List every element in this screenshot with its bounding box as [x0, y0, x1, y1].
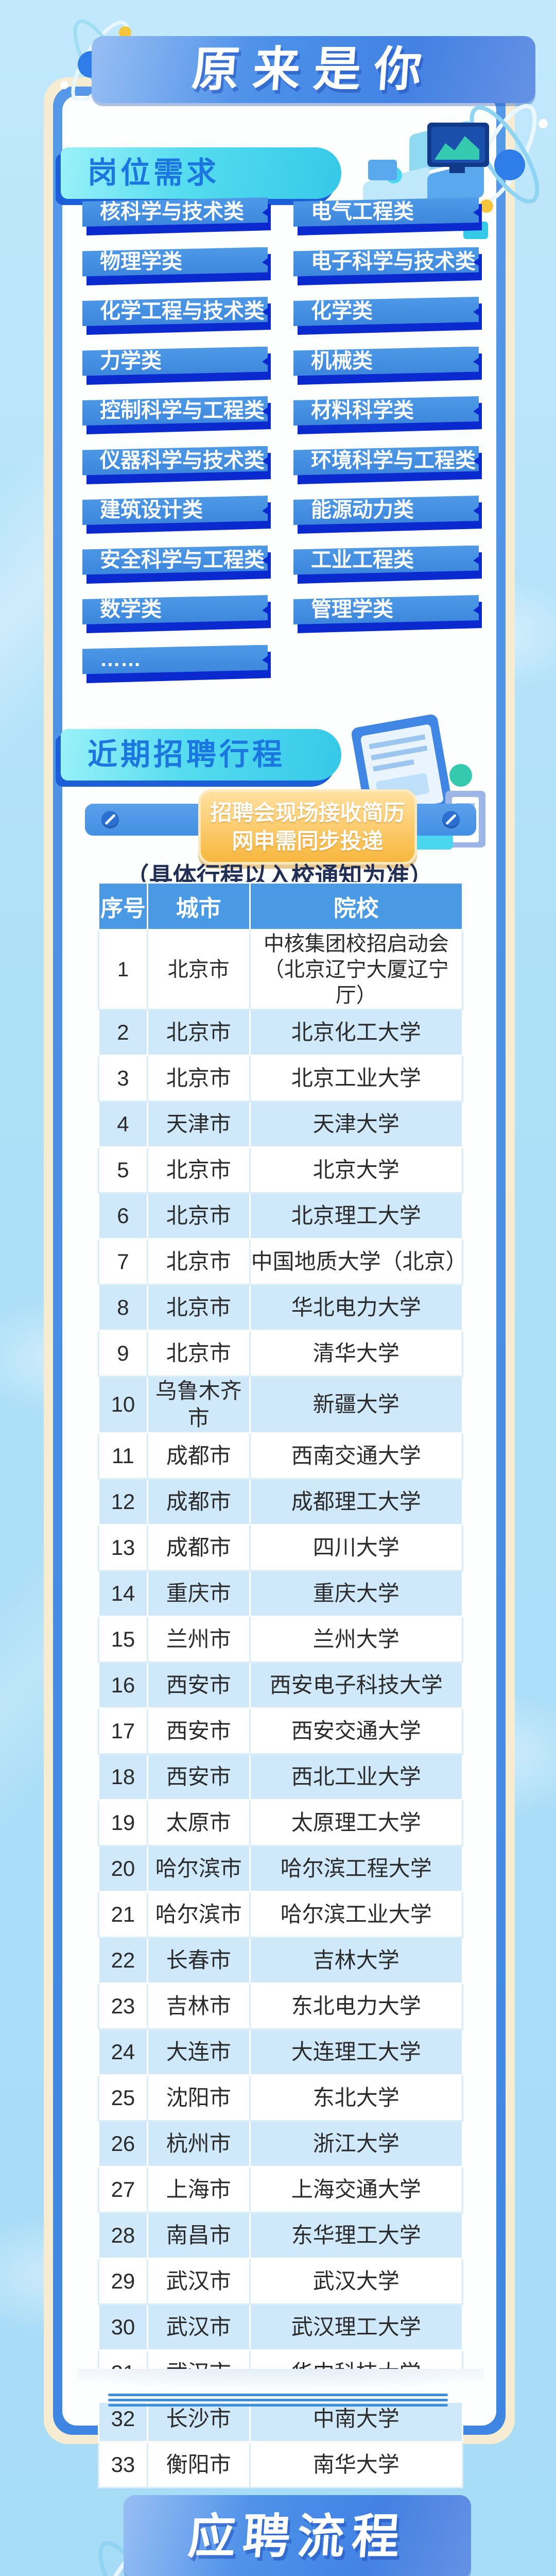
- table-row: 5 北京市 北京大学: [98, 1146, 464, 1194]
- table-column-header: 院校: [249, 882, 464, 930]
- table-row: 23 吉林市 东北电力大学: [98, 1982, 464, 2030]
- table-row: 10 乌鲁木齐市 新疆大学: [98, 1376, 464, 1434]
- job-category-ribbon: 化学工程与技术类: [82, 297, 271, 335]
- table-row: 16 西安市 西安电子科技大学: [98, 1662, 464, 1709]
- screw-icon: [101, 811, 119, 828]
- table-row: 27 上海市 上海交通大学: [98, 2166, 464, 2213]
- job-category-ribbon: 数学类: [82, 595, 271, 633]
- job-category-ribbon: ……: [82, 645, 271, 683]
- table-row: 2 北京市 北京化工大学: [98, 1009, 464, 1056]
- table-row: 33 衡阳市 南华大学: [98, 2441, 464, 2488]
- table-row: 21 哈尔滨市 哈尔滨工业大学: [98, 1891, 464, 1938]
- notice-tab: 招聘会现场接收简历 网申需同步投递: [198, 789, 417, 865]
- job-category-ribbon: 电气工程类: [293, 197, 482, 235]
- job-categories-right: 电气工程类电子科学与技术类 化学类机械类材料科学类环境科学与工程类 能源动力类工业工…: [293, 197, 482, 697]
- table-row: 3 北京市 北京工业大学: [98, 1055, 464, 1102]
- screw-icon: [442, 811, 460, 828]
- table-row: 18 西安市 西北工业大学: [98, 1753, 464, 1801]
- table-row: 8 北京市 华北电力大学: [98, 1284, 464, 1331]
- schedule-section-title: 近期招聘行程: [88, 738, 286, 771]
- table-row: 15 兰州市 兰州大学: [98, 1616, 464, 1663]
- table-row: 1 北京市 中核集团校招启动会 （北京辽宁大厦辽宁厅）: [98, 929, 464, 1010]
- job-categories-left: 核科学与技术类 物理学类化学工程与技术类 力学类控制科学与工程类 仪器科学与技术类 建筑…: [82, 197, 271, 697]
- table-row: 29 武汉市 武汉大学: [98, 2258, 464, 2305]
- notice-line1: 招聘会现场接收简历: [210, 800, 405, 825]
- table-row: 28 南昌市 东华理工大学: [98, 2212, 464, 2259]
- job-category-ribbon: 管理学类: [293, 595, 482, 633]
- job-category-ribbon: 材料科学类: [293, 396, 482, 434]
- jobs-section-banner: 岗位需求: [61, 147, 341, 199]
- job-category-ribbon: 能源动力类: [293, 496, 482, 534]
- page-title-banner: 原来是你: [92, 36, 535, 103]
- table-row: 7 北京市 中国地质大学（北京）: [98, 1238, 467, 1285]
- table-row: 4 天津市 天津大学: [98, 1100, 464, 1148]
- table-row: 22 长春市 吉林大学: [98, 1937, 464, 1984]
- table-row: 11 成都市 西南交通大学: [98, 1432, 464, 1480]
- job-category-ribbon: 建筑设计类: [82, 496, 271, 534]
- table-row: 30 武汉市 武汉理工大学: [98, 2303, 464, 2351]
- divider: [108, 2404, 448, 2406]
- table-row: 9 北京市 清华大学: [98, 1330, 464, 1377]
- table-header-row: 序号 城市 院校: [98, 882, 464, 930]
- table-row: 13 成都市 四川大学: [98, 1524, 464, 1571]
- job-category-ribbon: 仪器科学与技术类: [82, 446, 271, 484]
- table-row: 26 杭州市 浙江大学: [98, 2120, 464, 2167]
- job-category-ribbon: 力学类: [82, 346, 271, 385]
- table-row: 19 太原市 太原理工大学: [98, 1799, 464, 1846]
- job-category-ribbon: 化学类: [293, 297, 482, 335]
- table-row: 17 西安市 西安交通大学: [98, 1707, 464, 1755]
- job-category-ribbon: 物理学类: [82, 247, 271, 285]
- schedule-section-banner: 近期招聘行程: [61, 729, 341, 781]
- job-category-ribbon: 工业工程类: [293, 545, 482, 584]
- notice-line2: 网申需同步投递: [232, 829, 384, 853]
- table-row: 6 北京市 北京理工大学: [98, 1192, 464, 1240]
- divider: [108, 2399, 448, 2401]
- table-row: 32 长沙市 中南大学: [98, 2395, 464, 2443]
- table-column-header: 城市: [146, 882, 251, 930]
- jobs-section-title: 岗位需求: [88, 156, 220, 190]
- job-category-ribbon: 环境科学与工程类: [293, 446, 482, 484]
- process-section-banner: 应聘流程: [124, 2495, 471, 2576]
- job-category-ribbon: 电子科学与技术类: [293, 247, 482, 285]
- process-section-title: 应聘流程: [186, 2511, 409, 2563]
- table-row: 14 重庆市 重庆大学: [98, 1570, 464, 1617]
- table-column-header: 序号: [98, 882, 148, 930]
- table-row: 12 成都市 成都理工大学: [98, 1478, 464, 1526]
- job-category-ribbon: 核科学与技术类: [82, 197, 271, 235]
- divider: [108, 2394, 448, 2396]
- job-category-ribbon: 控制科学与工程类: [82, 396, 271, 434]
- page-title: 原来是你: [190, 43, 437, 96]
- job-category-ribbon: 机械类: [293, 346, 482, 385]
- table-row: 20 哈尔滨市 哈尔滨工程大学: [98, 1845, 464, 1892]
- table-row: 25 沈阳市 东北大学: [98, 2074, 464, 2122]
- table-row: 24 大连市 大连理工大学: [98, 2028, 464, 2076]
- page-curl-decoration: [77, 2369, 484, 2403]
- job-category-ribbon: 安全科学与工程类: [82, 545, 271, 584]
- schedule-table: 序号 城市 院校 1 北京市 中核集团校招启动会 （北京辽宁大厦辽宁厅） 2 北京市 北京化工…: [98, 882, 467, 2488]
